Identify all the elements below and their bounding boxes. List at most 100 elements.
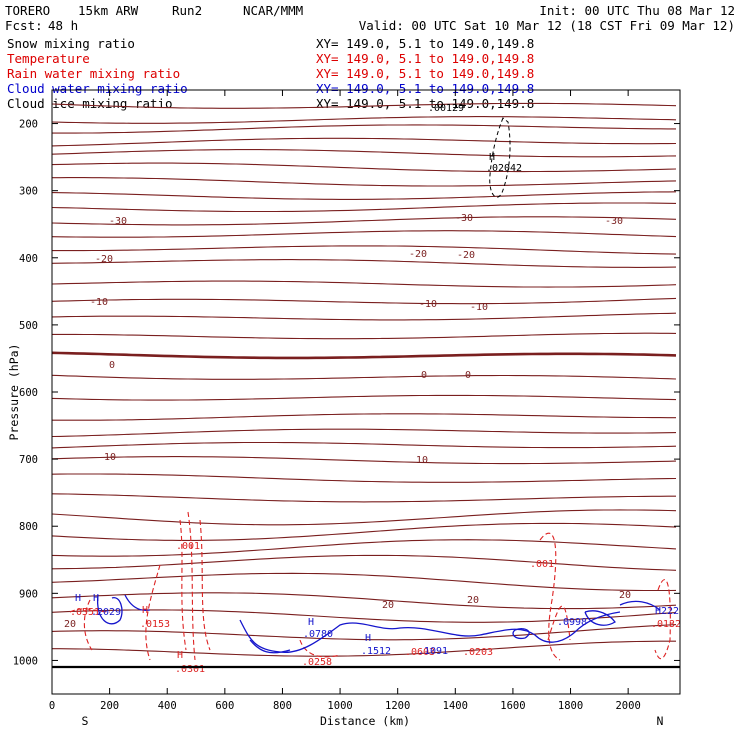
isotherm-line [52,473,677,483]
rain-label: .0132 [651,619,681,630]
isotherm-label: 20 [619,590,631,601]
isotherm-line [52,428,677,438]
isotherm-label: -10 [470,302,488,313]
isotherm-line [52,116,677,124]
isotherm-label: 0 [109,360,115,371]
isotherm-line [52,394,677,401]
rain-contour [547,605,571,641]
isotherm-line [52,522,677,541]
y-axis-label: Pressure (hPa) [7,344,21,441]
field-xy-rain: XY= 149.0, 5.1 to 149.0,149.8 [316,66,534,81]
isotherm-label: 0 [421,370,427,381]
rain-label: .001 [530,559,554,570]
isotherm-line [52,493,676,503]
field-title-snow: Snow mixing ratio [7,36,135,51]
run-id: Run2 [172,3,202,18]
isotherm-label: 20 [467,595,479,606]
x-tick-label: 200 [100,700,119,712]
x-tick-label: 800 [273,700,292,712]
isotherm-line [52,572,677,592]
cloud-water-contour [239,611,621,654]
cloud-water-label: .1091 [418,646,448,657]
x-axis-label: Distance (km) [320,714,410,728]
isotherm-line [52,245,677,255]
x-tick-label: 1000 [327,700,352,712]
model-name: TORERO [5,3,50,18]
snow-label: .02042 [486,163,522,174]
field-title-cloud-ice: Cloud ice mixing ratio [7,96,173,111]
isotherm-label: -20 [95,254,113,265]
rain-contour [199,519,211,651]
field-title-cloud-water: Cloud water mixing ratio [7,81,188,96]
valid-time: Valid: 00 UTC Sat 10 Mar 12 (18 CST Fri … [359,18,735,33]
isotherm-line [52,297,677,305]
x-tick-label: 0 [49,700,55,712]
rain-label: .0301 [175,664,205,675]
field-xy-cloud-ice: XY= 149.0, 5.1 to 149.0,149.8 [316,96,534,111]
rain-contour [69,608,111,613]
cloud-water-label: H [308,617,314,628]
y-tick-label: 700 [19,454,38,466]
rain-label: .0603 [405,647,435,658]
plot-frame [51,89,681,695]
rain-contours [69,511,671,661]
y-tick-label: 200 [19,119,38,131]
field-xy-temperature: XY= 149.0, 5.1 to 149.0,149.8 [316,51,534,66]
isotherm-line [52,102,677,109]
rain-contour [145,564,161,661]
isotherm-line [52,124,676,134]
init-time: Init: 00 UTC Thu 08 Mar 12 [539,3,735,18]
isotherm-label: -30 [605,216,623,227]
cloud-water-contour [249,639,291,654]
x-tick-label: 2000 [615,700,640,712]
isotherm-label: 0 [465,370,471,381]
isotherm-line [52,640,676,657]
organization: NCAR/MMM [243,3,303,18]
grid-spacing: 15km ARW [78,3,139,18]
isotherm-line [52,202,677,213]
isotherm-line [52,230,677,238]
isotherm-label: -10 [419,299,437,310]
isotherm-line [52,191,677,200]
rain-label: .0203 [463,647,493,658]
x-tick-label: 1200 [385,700,410,712]
field-legend: Snow mixing ratio XY= 149.0, 5.1 to 149.… [7,36,534,111]
rain-label: .0551 [70,607,100,618]
contour-labels: -30 -30 -30 -20 -20 -20 -10 -10 -10 0 0 0 10 10 20 20 20… [64,103,681,675]
rain-contour [179,511,196,661]
isotherm-label: -30 [109,216,127,227]
cloud-water-label: .0780 [303,629,333,640]
x-axis: 0 200 400 600 800 1000 1200 1400 1600 1800 2000 [49,90,641,712]
isotherm-line [52,374,677,380]
forecast-hours: 48 h [48,18,78,33]
isotherm-line [52,624,677,641]
isotherm-line [52,441,677,449]
header: TORERO 15km ARW Run2 NCAR/MMM Init: 00 U… [5,3,735,33]
isotherm-label: 10 [104,452,116,463]
isotherm-label: 20 [64,619,76,630]
isotherm-line [52,280,677,288]
isotherm-line [52,332,677,340]
isotherm-line [52,592,677,610]
rain-label: .0153 [140,619,170,630]
cloud-water-contour [619,600,661,611]
cloud-water-label: H [93,593,99,604]
cloud-water-label: .1512 [361,646,391,657]
x-tick-label: 1800 [558,700,583,712]
isotherm-line [52,137,677,147]
rain-label: H [142,605,148,616]
x-tick-label: 400 [158,700,177,712]
isotherm-label: -20 [409,249,427,260]
rain-label: H [177,650,183,661]
isotherm-line [52,162,677,173]
isotherm-label: 10 [416,455,428,466]
rain-label: .0258 [302,657,332,668]
x-tick-label: 1600 [500,700,525,712]
x-tick-label: 1400 [443,700,468,712]
rain-contour [539,532,561,661]
isotherm-line [52,177,677,187]
snow-label: H [489,152,495,163]
snow-contour [489,117,511,198]
